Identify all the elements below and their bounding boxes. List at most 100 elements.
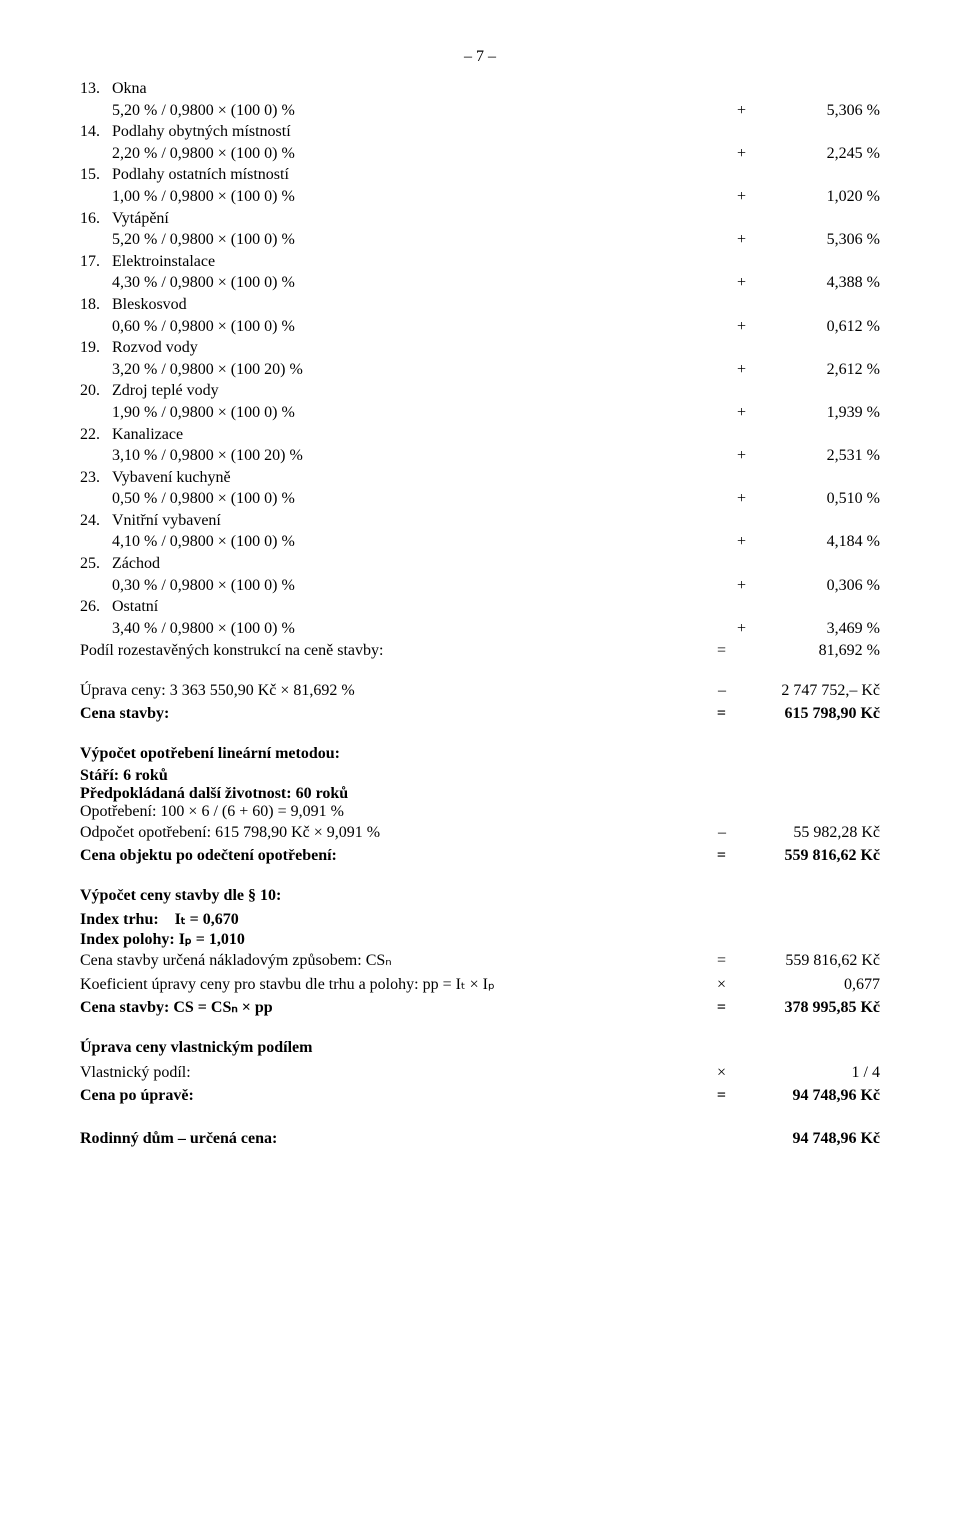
item-label: Vytápění — [112, 208, 880, 230]
vlastnik-podil-label: Vlastnický podíl: — [80, 1061, 710, 1084]
item-operator: + — [730, 229, 750, 251]
item-expression-row: 4,30 % / 0,9800 × (100 0) %+4,388 % — [80, 272, 880, 294]
item-header: 15.Podlahy ostatních místností — [80, 164, 880, 186]
cena-po-uprave-val: 94 748,96 Kč — [730, 1084, 880, 1107]
item-expression: 5,20 % / 0,9800 × (100 0) % — [80, 100, 730, 122]
item-value: 5,306 % — [750, 100, 880, 122]
item-expression: 5,20 % / 0,9800 × (100 0) % — [80, 229, 730, 251]
cs-val: 378 995,85 Kč — [730, 996, 880, 1019]
item-label: Elektroinstalace — [112, 251, 880, 273]
cena-stavby-val: 615 798,90 Kč — [730, 702, 880, 725]
vlastnik-podil-row: Vlastnický podíl: × 1 / 4 — [80, 1061, 880, 1084]
koef-val: 0,677 — [730, 973, 880, 996]
item-number: 15. — [80, 164, 112, 186]
item-number: 20. — [80, 380, 112, 402]
csn-op: = — [710, 949, 730, 972]
item-number: 18. — [80, 294, 112, 316]
cena-po-uprave-op: = — [710, 1084, 730, 1107]
item-label: Zdroj teplé vody — [112, 380, 880, 402]
page-number: – 7 – — [80, 48, 880, 66]
item-expression: 2,20 % / 0,9800 × (100 0) % — [80, 143, 730, 165]
item-expression: 3,20 % / 0,9800 × (100 20) % — [80, 359, 730, 381]
item-number: 13. — [80, 78, 112, 100]
uprava-ceny-op: – — [710, 679, 730, 702]
item-header: 18.Bleskosvod — [80, 294, 880, 316]
csn-row: Cena stavby určená nákladovým způsobem: … — [80, 949, 880, 972]
cena-stavby-label: Cena stavby: — [80, 702, 710, 725]
item-operator: + — [730, 488, 750, 510]
cost-items-list: 13.Okna5,20 % / 0,9800 × (100 0) %+5,306… — [80, 78, 880, 639]
item-expression: 1,90 % / 0,9800 × (100 0) % — [80, 402, 730, 424]
item-expression-row: 1,00 % / 0,9800 × (100 0) %+1,020 % — [80, 186, 880, 208]
item-expression-row: 1,90 % / 0,9800 × (100 0) %+1,939 % — [80, 402, 880, 424]
item-header: 26.Ostatní — [80, 596, 880, 618]
item-value: 3,469 % — [750, 618, 880, 640]
item-expression-row: 5,20 % / 0,9800 × (100 0) %+5,306 % — [80, 100, 880, 122]
item-expression-row: 2,20 % / 0,9800 × (100 0) %+2,245 % — [80, 143, 880, 165]
item-header: 13.Okna — [80, 78, 880, 100]
item-value: 0,306 % — [750, 575, 880, 597]
odpocet-val: 55 982,28 Kč — [730, 821, 880, 844]
item-header: 19.Rozvod vody — [80, 337, 880, 359]
item-label: Rozvod vody — [112, 337, 880, 359]
item-label: Vnitřní vybavení — [112, 510, 880, 532]
odpocet-label: Odpočet opotřebení: 615 798,90 Kč × 9,09… — [80, 821, 710, 844]
item-expression: 4,10 % / 0,9800 × (100 0) % — [80, 531, 730, 553]
odpocet-op: – — [710, 821, 730, 844]
item-number: 16. — [80, 208, 112, 230]
cena-obj-label: Cena objektu po odečtení opotřebení: — [80, 844, 710, 867]
item-label: Kanalizace — [112, 424, 880, 446]
item-expression: 1,00 % / 0,9800 × (100 0) % — [80, 186, 730, 208]
podil-val: 81,692 % — [730, 639, 880, 662]
podil-row: Podíl rozestavěných konstrukcí na ceně s… — [80, 639, 880, 662]
item-operator: + — [730, 445, 750, 467]
item-value: 2,531 % — [750, 445, 880, 467]
item-expression: 3,10 % / 0,9800 × (100 20) % — [80, 445, 730, 467]
item-header: 22.Kanalizace — [80, 424, 880, 446]
item-label: Ostatní — [112, 596, 880, 618]
cena-stavby-row: Cena stavby: = 615 798,90 Kč — [80, 702, 880, 725]
item-expression-row: 5,20 % / 0,9800 × (100 0) %+5,306 % — [80, 229, 880, 251]
stari: Stáří: 6 roků — [80, 767, 880, 785]
item-operator: + — [730, 272, 750, 294]
item-value: 0,612 % — [750, 316, 880, 338]
item-number: 14. — [80, 121, 112, 143]
opot-pct: Opotřebení: 100 × 6 / (6 + 60) = 9,091 % — [80, 803, 880, 821]
item-operator: + — [730, 143, 750, 165]
cena-po-uprave-label: Cena po úpravě: — [80, 1084, 710, 1107]
podil-op: = — [710, 639, 730, 662]
item-label: Okna — [112, 78, 880, 100]
item-operator: + — [730, 316, 750, 338]
item-number: 23. — [80, 467, 112, 489]
vypocet10-heading: Výpočet ceny stavby dle § 10: — [80, 887, 880, 905]
final-label: Rodinný dům – určená cena: — [80, 1127, 710, 1150]
item-header: 24.Vnitřní vybavení — [80, 510, 880, 532]
item-value: 2,612 % — [750, 359, 880, 381]
vlastnik-heading: Úprava ceny vlastnickým podílem — [80, 1039, 880, 1057]
item-number: 25. — [80, 553, 112, 575]
item-value: 4,184 % — [750, 531, 880, 553]
item-label: Podlahy ostatních místností — [112, 164, 880, 186]
koef-label: Koeficient úpravy ceny pro stavbu dle tr… — [80, 973, 710, 996]
item-expression: 3,40 % / 0,9800 × (100 0) % — [80, 618, 730, 640]
index-trhu: Index trhu: Iₜ = 0,670 — [80, 909, 880, 929]
item-label: Bleskosvod — [112, 294, 880, 316]
item-header: 20.Zdroj teplé vody — [80, 380, 880, 402]
item-expression-row: 3,40 % / 0,9800 × (100 0) %+3,469 % — [80, 618, 880, 640]
opotrebeni-heading: Výpočet opotřebení lineární metodou: — [80, 745, 880, 763]
item-expression-row: 0,30 % / 0,9800 × (100 0) %+0,306 % — [80, 575, 880, 597]
item-expression: 0,60 % / 0,9800 × (100 0) % — [80, 316, 730, 338]
uprava-ceny-label: Úprava ceny: 3 363 550,90 Kč × 81,692 % — [80, 679, 710, 702]
vlastnik-podil-val: 1 / 4 — [730, 1061, 880, 1084]
item-number: 22. — [80, 424, 112, 446]
item-header: 25.Záchod — [80, 553, 880, 575]
final-row: Rodinný dům – určená cena: 94 748,96 Kč — [80, 1127, 880, 1150]
csn-label: Cena stavby určená nákladovým způsobem: … — [80, 949, 710, 972]
index-polohy: Index polohy: Iₚ = 1,010 — [80, 929, 880, 949]
item-operator: + — [730, 618, 750, 640]
cena-obj-val: 559 816,62 Kč — [730, 844, 880, 867]
item-expression-row: 0,60 % / 0,9800 × (100 0) %+0,612 % — [80, 316, 880, 338]
koef-op: × — [710, 973, 730, 996]
item-header: 23.Vybavení kuchyně — [80, 467, 880, 489]
item-label: Vybavení kuchyně — [112, 467, 880, 489]
